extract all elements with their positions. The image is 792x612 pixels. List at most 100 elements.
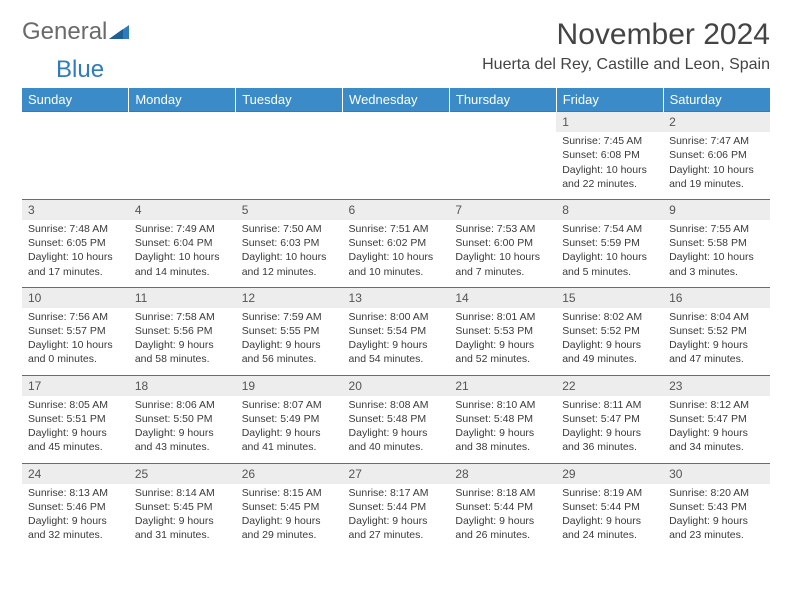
day-number-cell: 21 — [449, 375, 556, 396]
daylight-text: Daylight: 9 hours — [669, 514, 764, 528]
day-number-cell: 18 — [129, 375, 236, 396]
sunset-text: Sunset: 6:06 PM — [669, 148, 764, 162]
sunset-text: Sunset: 5:48 PM — [455, 412, 550, 426]
day-detail-cell: Sunrise: 8:11 AMSunset: 5:47 PMDaylight:… — [556, 396, 663, 463]
daylight-text: Daylight: 10 hours — [349, 250, 444, 264]
day-header: Sunday — [22, 88, 129, 112]
day-header: Monday — [129, 88, 236, 112]
sunrise-text: Sunrise: 8:01 AM — [455, 310, 550, 324]
day-detail-cell — [343, 132, 450, 199]
day-detail-cell: Sunrise: 8:01 AMSunset: 5:53 PMDaylight:… — [449, 308, 556, 375]
sunrise-text: Sunrise: 8:12 AM — [669, 398, 764, 412]
daylight-text: and 7 minutes. — [455, 265, 550, 279]
sunrise-text: Sunrise: 8:10 AM — [455, 398, 550, 412]
day-number-cell: 8 — [556, 199, 663, 220]
calendar-table: Sunday Monday Tuesday Wednesday Thursday… — [22, 88, 770, 550]
daylight-text: Daylight: 9 hours — [669, 338, 764, 352]
sunrise-text: Sunrise: 7:54 AM — [562, 222, 657, 236]
day-number: 3 — [28, 203, 35, 217]
sunrise-text: Sunrise: 8:15 AM — [242, 486, 337, 500]
week-detail-row: Sunrise: 7:48 AMSunset: 6:05 PMDaylight:… — [22, 220, 770, 287]
day-detail-cell: Sunrise: 7:47 AMSunset: 6:06 PMDaylight:… — [663, 132, 770, 199]
day-number: 7 — [455, 203, 462, 217]
day-detail-cell: Sunrise: 7:59 AMSunset: 5:55 PMDaylight:… — [236, 308, 343, 375]
daylight-text: and 52 minutes. — [455, 352, 550, 366]
day-detail-cell — [236, 132, 343, 199]
daylight-text: Daylight: 9 hours — [562, 514, 657, 528]
day-number: 15 — [562, 291, 575, 305]
day-number: 26 — [242, 467, 255, 481]
week-detail-row: Sunrise: 8:13 AMSunset: 5:46 PMDaylight:… — [22, 484, 770, 551]
daylight-text: and 12 minutes. — [242, 265, 337, 279]
daylight-text: and 36 minutes. — [562, 440, 657, 454]
sunset-text: Sunset: 5:58 PM — [669, 236, 764, 250]
day-detail-cell: Sunrise: 8:12 AMSunset: 5:47 PMDaylight:… — [663, 396, 770, 463]
sunrise-text: Sunrise: 8:04 AM — [669, 310, 764, 324]
daylight-text: and 58 minutes. — [135, 352, 230, 366]
day-number: 14 — [455, 291, 468, 305]
day-number-cell: 27 — [343, 463, 450, 484]
day-detail-cell: Sunrise: 7:55 AMSunset: 5:58 PMDaylight:… — [663, 220, 770, 287]
day-detail-cell: Sunrise: 8:10 AMSunset: 5:48 PMDaylight:… — [449, 396, 556, 463]
daylight-text: Daylight: 9 hours — [349, 338, 444, 352]
day-number: 27 — [349, 467, 362, 481]
month-title: November 2024 — [482, 18, 770, 52]
sunset-text: Sunset: 6:00 PM — [455, 236, 550, 250]
week-daynum-row: 12 — [22, 112, 770, 133]
day-detail-cell: Sunrise: 8:05 AMSunset: 5:51 PMDaylight:… — [22, 396, 129, 463]
day-detail-cell: Sunrise: 7:51 AMSunset: 6:02 PMDaylight:… — [343, 220, 450, 287]
day-number-cell: 20 — [343, 375, 450, 396]
day-number-cell: 6 — [343, 199, 450, 220]
day-number: 1 — [562, 115, 569, 129]
sunset-text: Sunset: 5:44 PM — [349, 500, 444, 514]
sunset-text: Sunset: 5:44 PM — [455, 500, 550, 514]
sunset-text: Sunset: 6:03 PM — [242, 236, 337, 250]
day-number-cell: 3 — [22, 199, 129, 220]
day-detail-cell: Sunrise: 8:19 AMSunset: 5:44 PMDaylight:… — [556, 484, 663, 551]
day-number-cell: 30 — [663, 463, 770, 484]
daylight-text: Daylight: 9 hours — [669, 426, 764, 440]
day-number: 8 — [562, 203, 569, 217]
daylight-text: and 23 minutes. — [669, 528, 764, 542]
day-detail-cell: Sunrise: 8:00 AMSunset: 5:54 PMDaylight:… — [343, 308, 450, 375]
daylight-text: Daylight: 9 hours — [28, 426, 123, 440]
day-number-cell — [236, 112, 343, 133]
daylight-text: and 47 minutes. — [669, 352, 764, 366]
daylight-text: and 32 minutes. — [28, 528, 123, 542]
day-number: 22 — [562, 379, 575, 393]
day-number: 29 — [562, 467, 575, 481]
sunrise-text: Sunrise: 8:02 AM — [562, 310, 657, 324]
sunset-text: Sunset: 5:46 PM — [28, 500, 123, 514]
sunset-text: Sunset: 5:59 PM — [562, 236, 657, 250]
sunset-text: Sunset: 5:45 PM — [135, 500, 230, 514]
day-number: 10 — [28, 291, 41, 305]
daylight-text: Daylight: 10 hours — [455, 250, 550, 264]
day-number-cell: 17 — [22, 375, 129, 396]
day-detail-cell: Sunrise: 8:04 AMSunset: 5:52 PMDaylight:… — [663, 308, 770, 375]
daylight-text: and 43 minutes. — [135, 440, 230, 454]
day-detail-cell: Sunrise: 8:06 AMSunset: 5:50 PMDaylight:… — [129, 396, 236, 463]
day-number-cell — [129, 112, 236, 133]
sunrise-text: Sunrise: 8:08 AM — [349, 398, 444, 412]
daylight-text: and 17 minutes. — [28, 265, 123, 279]
day-detail-cell: Sunrise: 8:17 AMSunset: 5:44 PMDaylight:… — [343, 484, 450, 551]
sunset-text: Sunset: 5:55 PM — [242, 324, 337, 338]
week-detail-row: Sunrise: 8:05 AMSunset: 5:51 PMDaylight:… — [22, 396, 770, 463]
daylight-text: and 49 minutes. — [562, 352, 657, 366]
daylight-text: Daylight: 9 hours — [242, 338, 337, 352]
daylight-text: and 40 minutes. — [349, 440, 444, 454]
day-detail-cell: Sunrise: 7:56 AMSunset: 5:57 PMDaylight:… — [22, 308, 129, 375]
daylight-text: and 19 minutes. — [669, 177, 764, 191]
daylight-text: Daylight: 9 hours — [242, 426, 337, 440]
day-number-cell: 23 — [663, 375, 770, 396]
day-number-cell: 7 — [449, 199, 556, 220]
day-number-cell: 22 — [556, 375, 663, 396]
sunset-text: Sunset: 5:44 PM — [562, 500, 657, 514]
sunset-text: Sunset: 5:52 PM — [669, 324, 764, 338]
logo-text-blue: Blue — [56, 56, 104, 83]
day-detail-cell: Sunrise: 8:07 AMSunset: 5:49 PMDaylight:… — [236, 396, 343, 463]
sunrise-text: Sunrise: 8:20 AM — [669, 486, 764, 500]
sunset-text: Sunset: 6:05 PM — [28, 236, 123, 250]
sunrise-text: Sunrise: 7:53 AM — [455, 222, 550, 236]
day-number: 17 — [28, 379, 41, 393]
